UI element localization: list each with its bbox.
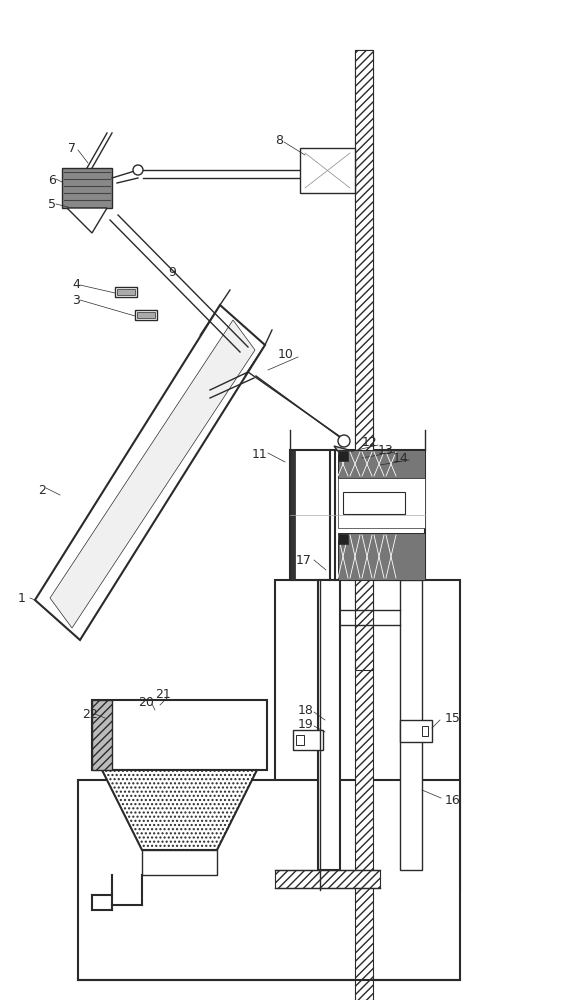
Bar [293,730,323,750]
Text: 8: 8 [275,133,283,146]
Bar [290,450,295,580]
Bar [142,850,217,875]
Bar [343,492,405,514]
Bar [422,726,428,736]
Bar [117,289,135,295]
Text: 19: 19 [298,718,314,730]
Text: 11: 11 [252,448,268,462]
Polygon shape [102,770,257,850]
Text: 22: 22 [82,708,98,722]
Bar [338,478,425,528]
Text: 20: 20 [138,696,154,710]
Bar [92,700,112,770]
Bar [400,580,422,870]
Polygon shape [334,446,360,473]
Bar [135,310,157,320]
Bar [355,50,373,450]
Text: 10: 10 [278,349,294,361]
Text: 4: 4 [72,278,80,292]
Bar [338,534,348,544]
Text: 17: 17 [296,554,312,566]
Text: 12: 12 [362,436,378,450]
Polygon shape [50,320,255,628]
Text: 14: 14 [393,452,409,464]
Bar [78,780,460,980]
Bar [400,720,432,742]
Bar [338,450,425,478]
Text: 6: 6 [48,174,56,186]
Bar [92,700,267,770]
Bar [115,287,137,297]
Bar [290,450,425,580]
Bar [275,580,460,890]
Circle shape [133,165,143,175]
Text: 13: 13 [378,444,394,456]
Bar [300,148,355,193]
Bar [296,735,304,745]
Text: 3: 3 [72,294,80,306]
Text: 9: 9 [168,265,176,278]
Text: 5: 5 [48,198,56,212]
Bar [137,312,155,318]
Polygon shape [35,305,265,640]
Text: 16: 16 [445,794,461,806]
Bar [318,580,340,870]
Bar [338,451,348,461]
Circle shape [338,435,350,447]
Text: 2: 2 [38,484,46,496]
Polygon shape [67,208,107,233]
Bar [275,870,380,888]
Bar [338,533,425,580]
Text: 7: 7 [68,141,76,154]
Text: 18: 18 [298,704,314,716]
Bar [355,50,373,1000]
Text: 21: 21 [155,688,171,702]
Bar [62,168,112,208]
Text: 15: 15 [445,712,461,724]
Text: 1: 1 [18,591,26,604]
Bar [355,580,373,670]
